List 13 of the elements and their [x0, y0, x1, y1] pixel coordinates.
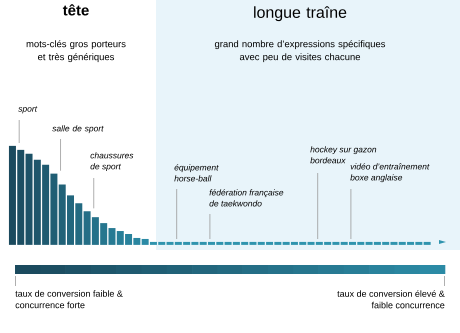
annotation: hockey sur gazon bordeaux	[310, 146, 376, 164]
text: salle de sport	[52, 125, 104, 134]
annotation: fédération française de taekwondo	[209, 189, 284, 206]
text: longue traîne	[254, 6, 346, 22]
text: grand nombre d’expressions spécifiques avec peu de visites chacune	[214, 40, 386, 62]
annotation: vidéo d’entraînement boxe anglaise	[350, 163, 430, 182]
text: taux de conversion faible & concurrence forte	[15, 290, 123, 308]
annotation: chaussures de sport	[90, 152, 134, 172]
text: tête	[62, 4, 89, 16]
annotation: équipement horse-ball	[174, 164, 219, 182]
text: mots-clés gros porteurs et très génériques	[26, 40, 126, 62]
text: taux de conversion élevé & faible concurrence	[337, 290, 445, 308]
text: sport	[18, 106, 38, 114]
